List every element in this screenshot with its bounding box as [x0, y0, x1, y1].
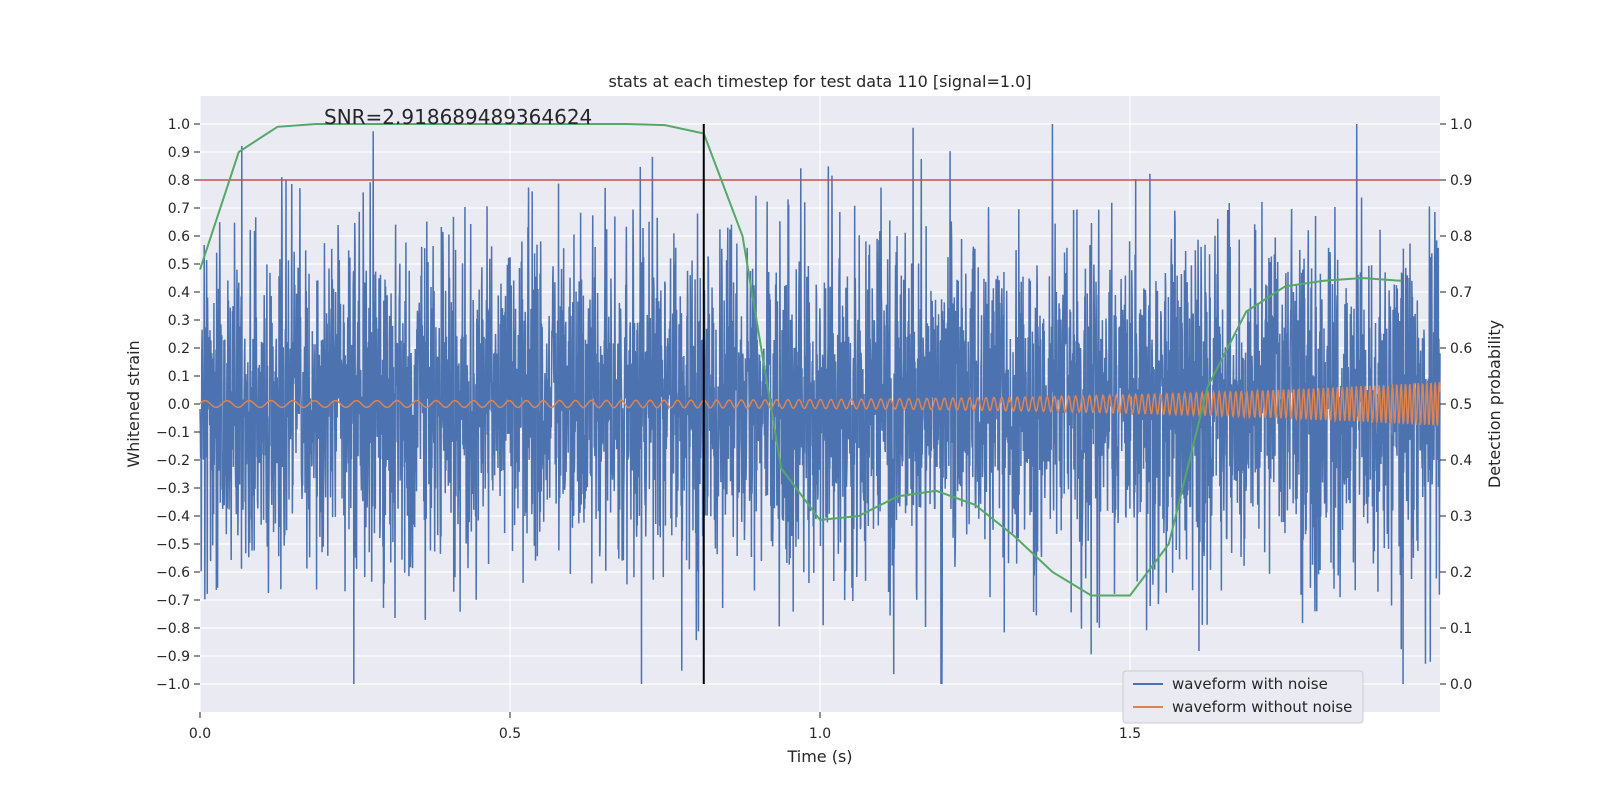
y-axis-label-right: Detection probability [1485, 320, 1504, 488]
y-left-tick-label: 0.1 [168, 369, 190, 385]
y-left-tick-label: 0.2 [168, 341, 190, 357]
series-layer [199, 123, 1441, 685]
y-left-tick-label: 0.8 [168, 173, 190, 189]
y-axis-label-left: Whitened strain [124, 340, 143, 467]
y-right-tick-label: 0.5 [1450, 397, 1472, 413]
legend: waveform with noise waveform without noi… [1122, 670, 1364, 724]
y-right-tick-label: 0.7 [1450, 285, 1472, 301]
y-left-tick-label: 0.7 [168, 201, 190, 217]
y-left-tick-label: 0.4 [168, 285, 190, 301]
x-tick-label: 1.0 [809, 726, 831, 742]
snr-annotation: SNR=2.918689489364624 [324, 105, 592, 129]
chart-title: stats at each timestep for test data 110… [608, 72, 1031, 91]
x-axis-label: Time (s) [786, 747, 852, 766]
y-left-tick-label: −0.7 [156, 593, 190, 609]
y-right-tick-label: 0.1 [1450, 621, 1472, 637]
tick-layer: 1.0 0.9 0.8 0.7 0.6 0.5 0.4 0.3 0.2 0.1 0.0 −0.1 −0.… [156, 117, 1472, 742]
y-right-tick-label: 0.9 [1450, 173, 1472, 189]
y-left-tick-label: −0.4 [156, 509, 190, 525]
y-right-tick-label: 0.4 [1450, 453, 1472, 469]
x-tick-label: 1.5 [1119, 726, 1141, 742]
y-left-tick-label: 0.0 [168, 397, 190, 413]
y-right-tick-label: 0.8 [1450, 229, 1472, 245]
x-tick-label: 0.0 [189, 726, 211, 742]
legend-box [1122, 670, 1364, 724]
y-left-tick-label: −0.6 [156, 565, 190, 581]
y-left-tick-label: 0.3 [168, 313, 190, 329]
y-right-tick-label: 0.6 [1450, 341, 1472, 357]
y-right-tick-label: 0.0 [1450, 677, 1472, 693]
y-left-tick-label: −0.2 [156, 453, 190, 469]
series-waveform-without-noise [199, 381, 1441, 426]
y-left-tick-label: −0.5 [156, 537, 190, 553]
series-waveform-with-noise [199, 123, 1441, 685]
y-right-tick-label: 0.2 [1450, 565, 1472, 581]
y-left-tick-label: 0.5 [168, 257, 190, 273]
legend-label-noisy: waveform with noise [1172, 675, 1328, 693]
y-left-tick-label: 0.6 [168, 229, 190, 245]
series-detection-probability [199, 123, 1402, 597]
y-left-tick-label: 0.9 [168, 145, 190, 161]
y-left-tick-label: 1.0 [168, 117, 190, 133]
y-left-tick-label: −0.9 [156, 649, 190, 665]
x-tick-label: 0.5 [499, 726, 521, 742]
legend-label-clean: waveform without noise [1172, 698, 1352, 716]
y-left-tick-label: −0.8 [156, 621, 190, 637]
y-right-tick-label: 0.3 [1450, 509, 1472, 525]
y-right-tick-label: 1.0 [1450, 117, 1472, 133]
y-left-tick-label: −1.0 [156, 677, 190, 693]
y-left-tick-label: −0.1 [156, 425, 190, 441]
y-left-tick-label: −0.3 [156, 481, 190, 497]
